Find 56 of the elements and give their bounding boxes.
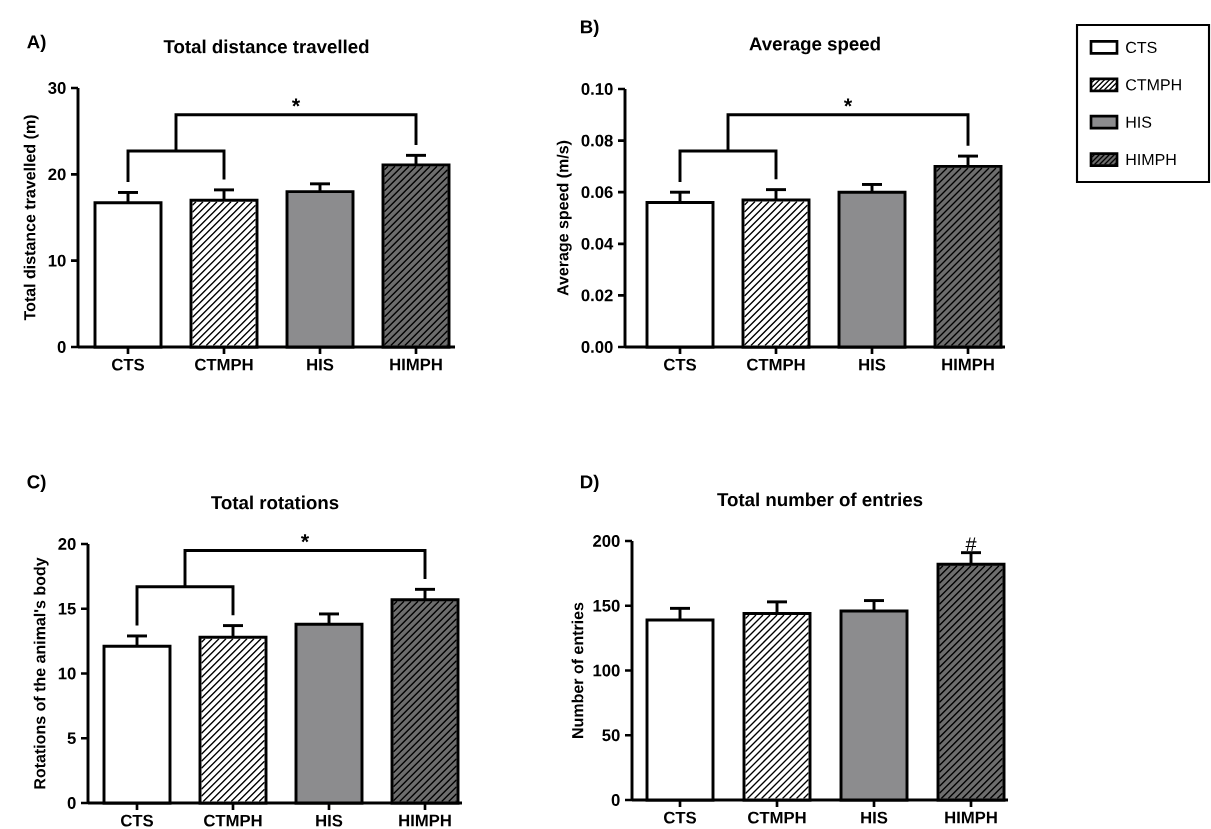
y-tick-label: 200: [593, 535, 620, 547]
legend-label: CTMPH: [1126, 79, 1181, 91]
y-tick-label: 15: [58, 602, 76, 615]
annotation: *: [843, 98, 853, 107]
chart-title: Total rotations: [211, 495, 339, 510]
y-tick-label: 100: [593, 664, 620, 677]
y-tick-label: 20: [48, 168, 66, 181]
y-tick-label: 5: [67, 732, 76, 745]
x-tick-label: CTMPH: [748, 811, 806, 824]
text: A): [27, 34, 46, 53]
chart-title: Average speed: [749, 36, 880, 55]
y-tick-label: 0.00: [581, 341, 613, 353]
y-tick-label: 0.10: [581, 83, 613, 95]
y-tick-label: 10: [48, 254, 66, 267]
y-tick-label: 30: [48, 82, 66, 94]
annotation: *: [291, 98, 301, 107]
y-axis-title: Number of entries: [571, 602, 584, 738]
legend-label: HIS: [1126, 116, 1152, 128]
y-tick-label: 150: [593, 599, 620, 612]
text: B): [580, 19, 599, 38]
legend-label: HIMPH: [1126, 154, 1176, 166]
x-tick-label: CTS: [664, 358, 697, 371]
x-tick-label: HIS: [316, 814, 343, 827]
text: D): [580, 474, 599, 493]
y-tick-label: 0.04: [581, 237, 614, 250]
x-tick-label: HIS: [859, 358, 886, 371]
x-tick-label: HIMPH: [942, 358, 994, 371]
x-tick-label: HIMPH: [390, 358, 442, 371]
y-tick-label: 0: [67, 797, 76, 809]
y-tick-label: 0.06: [581, 186, 613, 199]
y-axis-title: Average speed (m/s): [556, 140, 572, 296]
y-tick-label: 20: [58, 538, 76, 550]
x-tick-label: HIMPH: [945, 811, 997, 824]
x-tick-label: CTMPH: [747, 358, 805, 371]
y-tick-label: 0.08: [581, 134, 613, 147]
chart-title: Total distance travelled: [163, 39, 369, 54]
y-tick-label: 0: [57, 341, 66, 353]
x-tick-label: CTS: [664, 811, 697, 824]
y-axis-title: Total distance travelled (m): [23, 115, 39, 321]
text: *: [300, 534, 310, 543]
x-tick-label: CTS: [121, 814, 154, 827]
chart-title: Total number of entries: [717, 492, 923, 507]
y-axis-title: Rotations of the animal's body: [33, 557, 49, 789]
x-tick-label: CTMPH: [195, 358, 253, 371]
annotation: #: [965, 537, 977, 552]
y-tick-label: 10: [58, 667, 76, 680]
x-tick-label: HIMPH: [399, 814, 451, 827]
x-tick-label: HIS: [307, 358, 334, 371]
text: C): [27, 474, 46, 493]
y-tick-label: 0: [611, 794, 620, 806]
y-tick-label: 50: [602, 729, 620, 742]
x-tick-label: CTMPH: [204, 814, 262, 827]
x-tick-label: HIS: [861, 811, 888, 824]
x-tick-label: CTS: [112, 358, 145, 371]
legend-label: CTS: [1126, 41, 1157, 54]
y-tick-label: 0.02: [581, 289, 613, 302]
